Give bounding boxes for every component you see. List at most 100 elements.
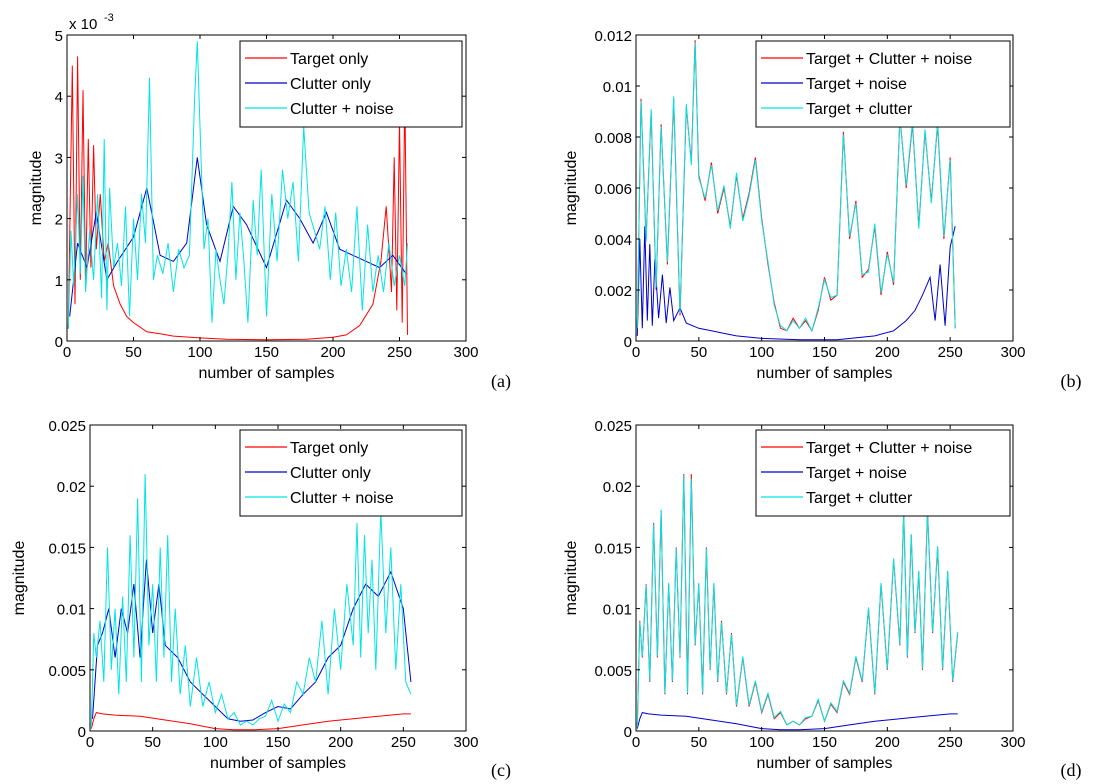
x-tick-label: 200 <box>875 344 900 361</box>
y-tick-label: 0 <box>55 334 63 351</box>
y-tick-label: 0.01 <box>57 602 86 619</box>
x-tick-label: 300 <box>453 734 478 751</box>
chart-panel-a: 0 50 100 150 200 250 300 0 1 2 3 4 5 x 10 -3 number of … <box>28 12 511 392</box>
x-tick-label: 300 <box>453 344 478 361</box>
x-tick-label: 0 <box>63 344 71 361</box>
x-tick-label: 150 <box>254 344 279 361</box>
panel-label: (a) <box>491 371 511 392</box>
x-axis-label: number of samples <box>756 365 892 382</box>
series-line-c-0 <box>90 712 411 731</box>
x-tick-label: 100 <box>749 734 774 751</box>
panel-label: (c) <box>491 760 511 781</box>
x-tick-label: 0 <box>86 734 94 751</box>
x-axis-label: number of samples <box>210 755 346 772</box>
legend-entry: Target + Clutter + noise <box>806 440 972 457</box>
y-axis-label: magnitude <box>563 541 580 616</box>
legend-entry: Target + clutter <box>806 490 913 507</box>
y-tick-label: 0.012 <box>594 28 632 45</box>
y-tick-label: 0.01 <box>603 602 632 619</box>
y-tick-label: 0.005 <box>48 663 86 680</box>
legend-entry: Clutter + noise <box>290 490 394 507</box>
series-line-c-2 <box>90 473 412 728</box>
y-tick-label: 0.025 <box>48 418 86 435</box>
panel-label: (d) <box>1061 760 1082 781</box>
x-tick-label: 250 <box>938 344 963 361</box>
series-line-a-2 <box>67 41 408 329</box>
y-exponent: x 10 <box>69 16 97 33</box>
x-tick-label: 150 <box>265 734 290 751</box>
x-tick-label: 200 <box>328 734 353 751</box>
y-tick-label: 0.02 <box>57 479 86 496</box>
legend-entry: Clutter + noise <box>290 101 394 118</box>
y-tick-label: 0 <box>78 724 86 741</box>
y-tick-label: 0.02 <box>603 479 632 496</box>
legend-box <box>755 40 1011 128</box>
y-tick-label: 0.006 <box>594 181 632 198</box>
x-tick-label: 250 <box>938 734 963 751</box>
y-tick-label: 1 <box>55 273 63 290</box>
y-exponent-power: -3 <box>104 12 114 24</box>
chart-panel-c: 0 50 100 150 200 250 300 0 0.005 0.01 0.015 0.02 0.0… <box>11 418 511 781</box>
legend-entry: Target + Clutter + noise <box>806 51 972 68</box>
x-tick-label: 0 <box>632 344 640 361</box>
x-tick-label: 50 <box>144 734 161 751</box>
series-line-d-2 <box>636 475 959 728</box>
y-tick-label: 0.002 <box>594 283 632 300</box>
y-tick-label: 0.025 <box>594 418 632 435</box>
legend-box <box>239 40 463 128</box>
legend: Target + Clutter + noise Target + noise Ta… <box>755 429 1011 517</box>
legend-box <box>755 429 1011 517</box>
y-axis-label: magnitude <box>11 541 28 616</box>
legend-entry: Target + noise <box>806 76 907 93</box>
x-axis-label: number of samples <box>756 755 892 772</box>
series-line-a-0 <box>67 56 408 341</box>
y-tick-label: 0.008 <box>594 130 632 147</box>
panel-label: (b) <box>1061 371 1082 392</box>
y-tick-label: 4 <box>55 89 63 106</box>
x-tick-label: 250 <box>387 344 412 361</box>
y-tick-label: 0.015 <box>48 540 86 557</box>
x-tick-label: 300 <box>1000 734 1025 751</box>
x-tick-label: 50 <box>125 344 142 361</box>
legend-entry: Target only <box>290 440 368 457</box>
series-line-b-2 <box>636 42 956 333</box>
x-tick-label: 50 <box>690 344 707 361</box>
x-tick-label: 150 <box>812 344 837 361</box>
legend-entry: Target only <box>290 51 368 68</box>
y-tick-label: 5 <box>55 28 63 45</box>
legend: Target only Clutter only Clutter + noise <box>239 40 463 128</box>
legend: Target only Clutter only Clutter + noise <box>239 429 463 517</box>
y-tick-label: 0.005 <box>594 663 632 680</box>
x-tick-label: 100 <box>187 344 212 361</box>
legend: Target + Clutter + noise Target + noise Ta… <box>755 40 1011 128</box>
legend-box <box>239 429 463 517</box>
legend-entry: Clutter only <box>290 465 371 482</box>
y-tick-label: 0.01 <box>603 79 632 96</box>
x-tick-label: 200 <box>320 344 345 361</box>
x-tick-label: 150 <box>812 734 837 751</box>
chart-panel-d: 0 50 100 150 200 250 300 0 0.005 0.01 0.015 0.02 0.0… <box>563 418 1082 781</box>
series-line-b-1 <box>636 226 956 341</box>
x-tick-label: 300 <box>1000 344 1025 361</box>
y-tick-label: 0.004 <box>594 232 632 249</box>
chart-panel-b: 0 50 100 150 200 250 300 0 0.002 0.004 0.006 0.008 0… <box>563 28 1082 392</box>
y-tick-label: 2 <box>55 212 63 229</box>
series-line-d-1 <box>636 712 958 731</box>
y-tick-label: 0 <box>624 724 632 741</box>
legend-entry: Target + noise <box>806 465 907 482</box>
x-tick-label: 0 <box>632 734 640 751</box>
x-tick-label: 200 <box>875 734 900 751</box>
y-tick-label: 3 <box>55 150 63 167</box>
y-tick-label: 0 <box>624 334 632 351</box>
x-tick-label: 50 <box>690 734 707 751</box>
y-axis-label: magnitude <box>563 151 580 226</box>
x-axis-label: number of samples <box>198 365 334 382</box>
legend-entry: Clutter only <box>290 76 371 93</box>
x-tick-label: 100 <box>749 344 774 361</box>
series-line-a-1 <box>69 157 407 317</box>
y-axis-label: magnitude <box>28 151 45 226</box>
x-tick-label: 250 <box>391 734 416 751</box>
x-tick-label: 100 <box>203 734 228 751</box>
y-tick-label: 0.015 <box>594 540 632 557</box>
